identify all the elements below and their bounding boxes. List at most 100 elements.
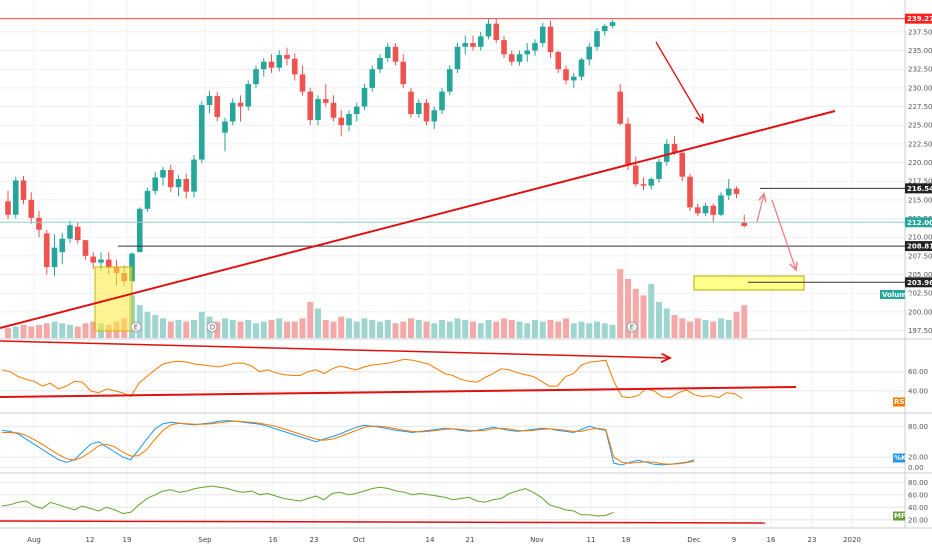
x-tick-label: 16	[767, 536, 776, 544]
candle-body	[400, 61, 407, 85]
price-tag-label: 203.96	[907, 279, 932, 287]
volume-bar	[617, 269, 624, 338]
event-marker-label: D	[210, 324, 215, 332]
candle-body	[229, 102, 236, 122]
indicator-tick-label: 60.00	[908, 368, 928, 376]
x-tick-label: 2020	[843, 536, 861, 544]
volume-bar	[5, 328, 11, 338]
rsi-trend-up	[0, 386, 797, 398]
volume-bar	[532, 319, 538, 338]
volume-bar	[493, 321, 500, 338]
volume-bar	[36, 324, 42, 338]
volume-bar	[74, 326, 81, 338]
volume-bar	[570, 323, 577, 338]
candle-body	[594, 31, 600, 47]
candle-body	[253, 69, 259, 85]
volume-bar	[338, 316, 345, 338]
volume-bar	[237, 321, 244, 338]
volume-bar	[524, 323, 531, 338]
candle-body	[501, 40, 507, 55]
candle-body	[160, 170, 166, 178]
candle-body	[415, 102, 422, 114]
candle-body	[609, 22, 616, 26]
candle-body	[152, 177, 159, 191]
volume-bar	[694, 318, 701, 338]
indicator-tick-label: 20.00	[908, 516, 928, 524]
candle-body	[206, 96, 213, 106]
volume-bar	[284, 321, 290, 338]
event-marker-label: E	[630, 324, 634, 332]
candle-body	[539, 26, 546, 44]
indicator-line-%D	[2, 420, 695, 465]
y-tick-label: 207.50	[908, 252, 932, 260]
event-marker	[626, 321, 638, 333]
candle-body	[578, 59, 585, 77]
candle-body	[59, 238, 66, 253]
candle-body	[710, 205, 717, 215]
volume-bar	[423, 321, 430, 338]
x-tick-label: Sep	[198, 536, 212, 544]
candle-body	[524, 50, 531, 55]
rsi-trend-down	[0, 340, 670, 358]
candle-body	[260, 61, 267, 70]
y-tick-label: 205.00	[908, 271, 932, 279]
price-tag	[905, 183, 932, 194]
candle-body	[702, 205, 709, 214]
volume-bar	[160, 318, 166, 338]
price-tag-label: 216.54	[907, 185, 932, 193]
volume-bar	[741, 305, 748, 338]
candle-body	[51, 247, 58, 268]
candle-body	[43, 233, 50, 268]
candle-body	[346, 114, 352, 126]
volume-bar	[222, 318, 228, 338]
volume-bar	[392, 323, 399, 338]
volume-bar	[648, 283, 655, 338]
candle-body	[477, 36, 484, 47]
x-tick-label: Nov	[530, 536, 544, 544]
volume-bar	[663, 308, 670, 338]
volume-bar	[245, 319, 252, 338]
x-tick-label: Aug	[27, 536, 41, 544]
candle-body	[733, 188, 740, 194]
event-marker	[206, 321, 218, 333]
candle-body	[663, 143, 670, 162]
y-tick-label: 225.00	[908, 122, 932, 130]
candle-body	[725, 188, 732, 196]
volume-bar	[353, 321, 360, 338]
volume-bar	[632, 288, 639, 338]
event-marker	[130, 321, 142, 333]
candle-body	[625, 123, 631, 166]
candle-body	[105, 259, 112, 268]
candle-body	[601, 25, 608, 32]
candle-body	[98, 259, 104, 263]
candle-body	[214, 96, 221, 117]
x-tick-label: 11	[587, 536, 596, 544]
volume-bar	[640, 295, 647, 338]
candle-body	[330, 102, 337, 118]
candle-body	[315, 99, 321, 120]
candle-body	[237, 102, 244, 107]
volume-bar	[229, 319, 236, 338]
volume-bar	[67, 324, 73, 338]
down-arrow	[655, 41, 703, 122]
y-tick-label: 220.00	[908, 159, 932, 167]
volume-bar	[431, 323, 438, 338]
candle-body	[369, 69, 376, 88]
volume-bar	[547, 319, 554, 338]
candle-body	[74, 226, 81, 241]
candle-body	[90, 256, 97, 263]
y-tick-label: 215.00	[908, 196, 932, 204]
candle-body	[222, 121, 228, 133]
volume-bar	[687, 321, 693, 338]
candle-body	[392, 46, 399, 62]
volume-bar	[470, 321, 476, 338]
volume-bar	[462, 319, 469, 338]
x-tick-label: Oct	[353, 536, 365, 544]
candle-body	[485, 23, 492, 37]
volume-bar	[59, 323, 66, 338]
price-tag-label: 212.00	[907, 219, 932, 227]
candle-body	[322, 99, 329, 103]
candle-body	[175, 178, 182, 188]
